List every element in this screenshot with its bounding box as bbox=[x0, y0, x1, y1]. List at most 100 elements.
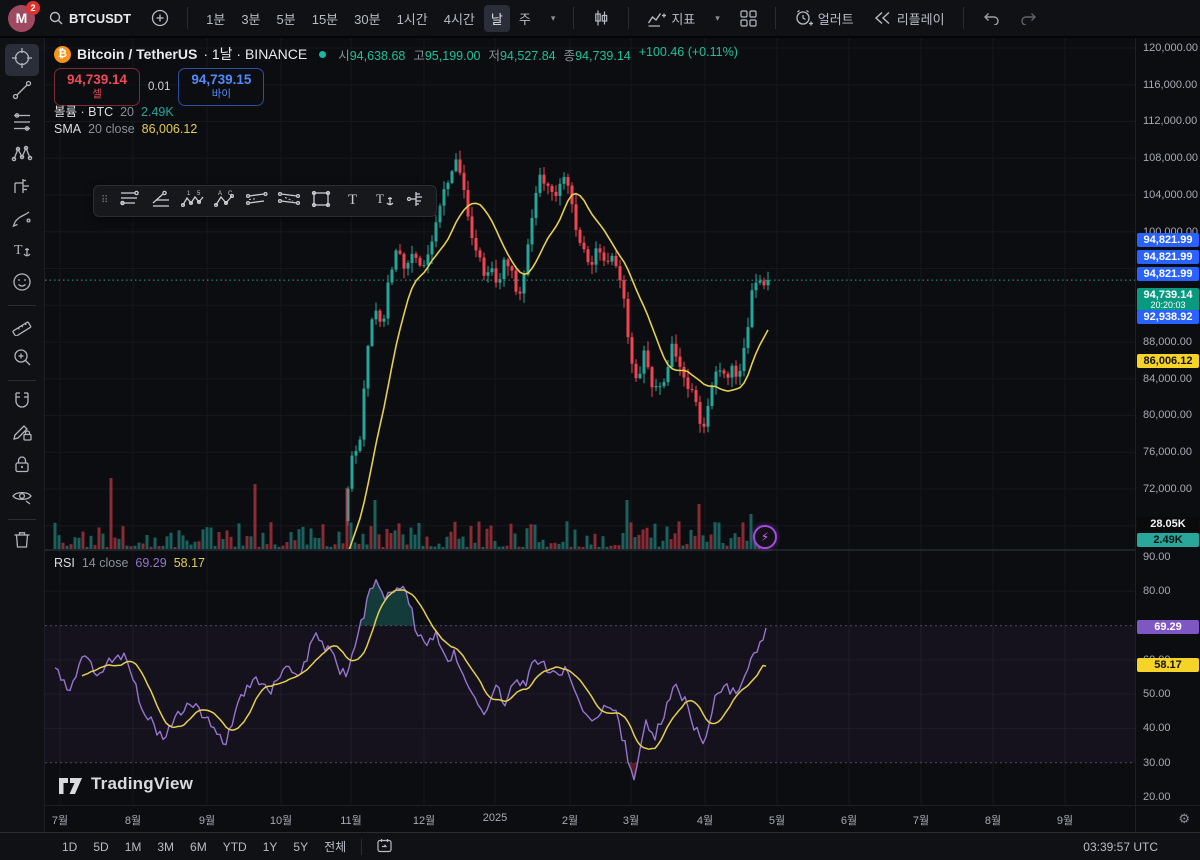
sma-legend-row[interactable]: SMA 20 close 86,006.12 bbox=[54, 122, 198, 136]
bars-pattern-icon bbox=[405, 189, 429, 214]
anchored-text-tool[interactable]: T bbox=[5, 236, 39, 268]
timeframe-5분[interactable]: 5분 bbox=[276, 11, 296, 27]
range-전체[interactable]: 전체 bbox=[324, 840, 347, 854]
time-axis[interactable]: 7월 8월 9월 10월 11월 12월 2025 2월 3월 4월 5월 6월 7월 8월 9월 bbox=[45, 805, 1135, 832]
chart-style-button[interactable] bbox=[585, 5, 617, 31]
time-tick: 12월 bbox=[412, 815, 436, 827]
drawing-edit-lock-icon bbox=[11, 421, 33, 448]
range-YTD[interactable]: YTD bbox=[222, 839, 247, 854]
chart-canvas[interactable]: ₿ Bitcoin / TetherUS · 1날 · BINANCE 시94,… bbox=[45, 38, 1135, 805]
price-value-label[interactable]: 94,821.99 bbox=[1137, 233, 1199, 247]
timeframe-15분[interactable]: 15분 bbox=[311, 11, 339, 27]
sell-button[interactable]: 94,739.14 셀 bbox=[54, 68, 140, 106]
disjoint-channel-tool-button[interactable] bbox=[274, 188, 304, 214]
price-value-label[interactable]: 94,821.99 bbox=[1137, 250, 1199, 264]
price-tick: 104,000.00 bbox=[1143, 189, 1199, 201]
volume-value: 2.49K bbox=[141, 105, 174, 119]
compare-add-button[interactable] bbox=[144, 5, 176, 31]
rsi-tick: 30.00 bbox=[1143, 757, 1171, 769]
magnet-tool[interactable] bbox=[5, 386, 39, 418]
price-value-label[interactable]: 86,006.12 bbox=[1137, 354, 1199, 368]
hide-all-tool[interactable] bbox=[5, 482, 39, 514]
trade-buttons-row: 94,739.14 셀 0.01 94,739.15 바이 bbox=[54, 68, 265, 106]
parallel-channel-tool-button[interactable] bbox=[242, 188, 272, 214]
bottom-toolbar: 1D 5D 1M 3M 6M YTD 1Y 5Y 전체 03:39:57 UTC bbox=[0, 832, 1200, 860]
axis-settings-corner[interactable]: ⚙ bbox=[1135, 805, 1200, 832]
replay-button[interactable]: 리플레이 bbox=[867, 5, 952, 32]
time-tick: 5월 bbox=[768, 815, 786, 827]
undo-button[interactable] bbox=[975, 7, 1007, 29]
toolbar-drag-handle[interactable]: ⠿ bbox=[101, 195, 110, 206]
rectangle-tool-button[interactable] bbox=[306, 188, 336, 214]
remove-all-tool[interactable] bbox=[5, 525, 39, 557]
range-5D[interactable]: 5D bbox=[93, 839, 109, 854]
fib-retracement-tool[interactable] bbox=[5, 108, 39, 140]
anchored-text2-icon: T bbox=[373, 189, 397, 214]
zoom-in-tool[interactable] bbox=[5, 343, 39, 375]
svg-text:1: 1 bbox=[187, 191, 191, 197]
xabcd-pattern-tool[interactable] bbox=[5, 140, 39, 172]
trend-based-fib-tool-button[interactable] bbox=[146, 188, 176, 214]
range-3M[interactable]: 3M bbox=[157, 839, 175, 854]
range-5Y[interactable]: 5Y bbox=[293, 839, 309, 854]
plus-circle-icon bbox=[151, 9, 169, 27]
timeframe-dropdown[interactable]: ▾ bbox=[550, 12, 556, 23]
lock-all-tool[interactable] bbox=[5, 450, 39, 482]
emoji-tool[interactable] bbox=[5, 268, 39, 300]
timeframe-1시간[interactable]: 1시간 bbox=[396, 11, 428, 27]
range-1D[interactable]: 1D bbox=[62, 839, 78, 854]
price-value-label[interactable]: 94,821.99 bbox=[1137, 267, 1199, 281]
bars-pattern-tool-button[interactable] bbox=[402, 188, 432, 214]
time-tick: 11월 bbox=[340, 815, 362, 827]
symbol-legend-row[interactable]: ₿ Bitcoin / TetherUS · 1날 · BINANCE 시94,… bbox=[54, 44, 738, 64]
drawing-edit-lock-tool[interactable] bbox=[5, 418, 39, 450]
buy-button[interactable]: 94,739.15 바이 bbox=[178, 68, 265, 106]
price-value-label[interactable]: 94,739.14 20:20:03 bbox=[1137, 288, 1199, 311]
range-1Y[interactable]: 1Y bbox=[262, 839, 278, 854]
symbol-search-button[interactable]: BTCUSDT bbox=[41, 6, 138, 30]
redo-button[interactable] bbox=[1013, 7, 1045, 29]
sidebar-divider bbox=[8, 305, 36, 306]
timeframe-week[interactable]: 주 bbox=[518, 11, 531, 27]
range-1M[interactable]: 1M bbox=[124, 839, 142, 854]
fib-lines-tool-button[interactable] bbox=[114, 188, 144, 214]
fib-lines-icon bbox=[118, 189, 140, 214]
indicators-button[interactable]: 지표 bbox=[640, 5, 702, 32]
symbol-name[interactable]: Bitcoin / TetherUS bbox=[77, 46, 198, 62]
ruler-tool[interactable] bbox=[5, 311, 39, 343]
multichart-layout-icon bbox=[740, 9, 757, 27]
range-6M[interactable]: 6M bbox=[190, 839, 207, 854]
trend-line-tool[interactable] bbox=[5, 76, 39, 108]
rsi-legend-row[interactable]: RSI 14 close 69.29 58.17 bbox=[54, 556, 205, 570]
boost-flash-icon[interactable]: ⚡ bbox=[753, 525, 777, 549]
alert-button[interactable]: 얼러트 bbox=[787, 5, 861, 32]
svg-text:C: C bbox=[228, 191, 233, 197]
forecast-tool[interactable] bbox=[5, 172, 39, 204]
indicator-templates-dropdown[interactable]: ▾ bbox=[715, 12, 720, 23]
brush-tool[interactable] bbox=[5, 204, 39, 236]
crosshair-tool[interactable] bbox=[5, 44, 39, 76]
timeframe-30분[interactable]: 30분 bbox=[354, 11, 381, 27]
main-price-pane[interactable] bbox=[45, 38, 1135, 550]
volume-legend-row[interactable]: 볼륨 · BTC 20 2.49K bbox=[54, 105, 174, 119]
pane-separator[interactable] bbox=[45, 549, 1135, 551]
timeframe-4시간[interactable]: 4시간 bbox=[443, 11, 475, 27]
gear-icon[interactable]: ⚙ bbox=[1178, 811, 1190, 826]
market-open-dot bbox=[319, 50, 327, 58]
time-tick: 9월 bbox=[1056, 815, 1074, 827]
goto-date-button[interactable] bbox=[370, 836, 401, 858]
volume-value-label: 2.49K bbox=[1137, 533, 1199, 547]
price-axis[interactable]: 120,000.00 116,000.00 112,000.00 108,000.00… bbox=[1135, 38, 1200, 832]
text-tool-button[interactable]: T bbox=[338, 188, 368, 214]
layout-grid-button[interactable] bbox=[733, 6, 764, 31]
timezone-clock[interactable]: 03:39:57 UTC bbox=[1083, 839, 1158, 854]
timeframe-day-selected[interactable]: 날 bbox=[483, 4, 510, 32]
price-value-label[interactable]: 92,938.92 bbox=[1137, 310, 1199, 324]
timeframe-3분[interactable]: 3분 bbox=[241, 11, 261, 27]
anchored-text2-tool-button[interactable]: T bbox=[370, 188, 400, 214]
user-avatar[interactable]: M 2 bbox=[8, 0, 40, 32]
rsi-pane[interactable] bbox=[45, 550, 1135, 805]
timeframe-1분[interactable]: 1분 bbox=[206, 11, 226, 27]
